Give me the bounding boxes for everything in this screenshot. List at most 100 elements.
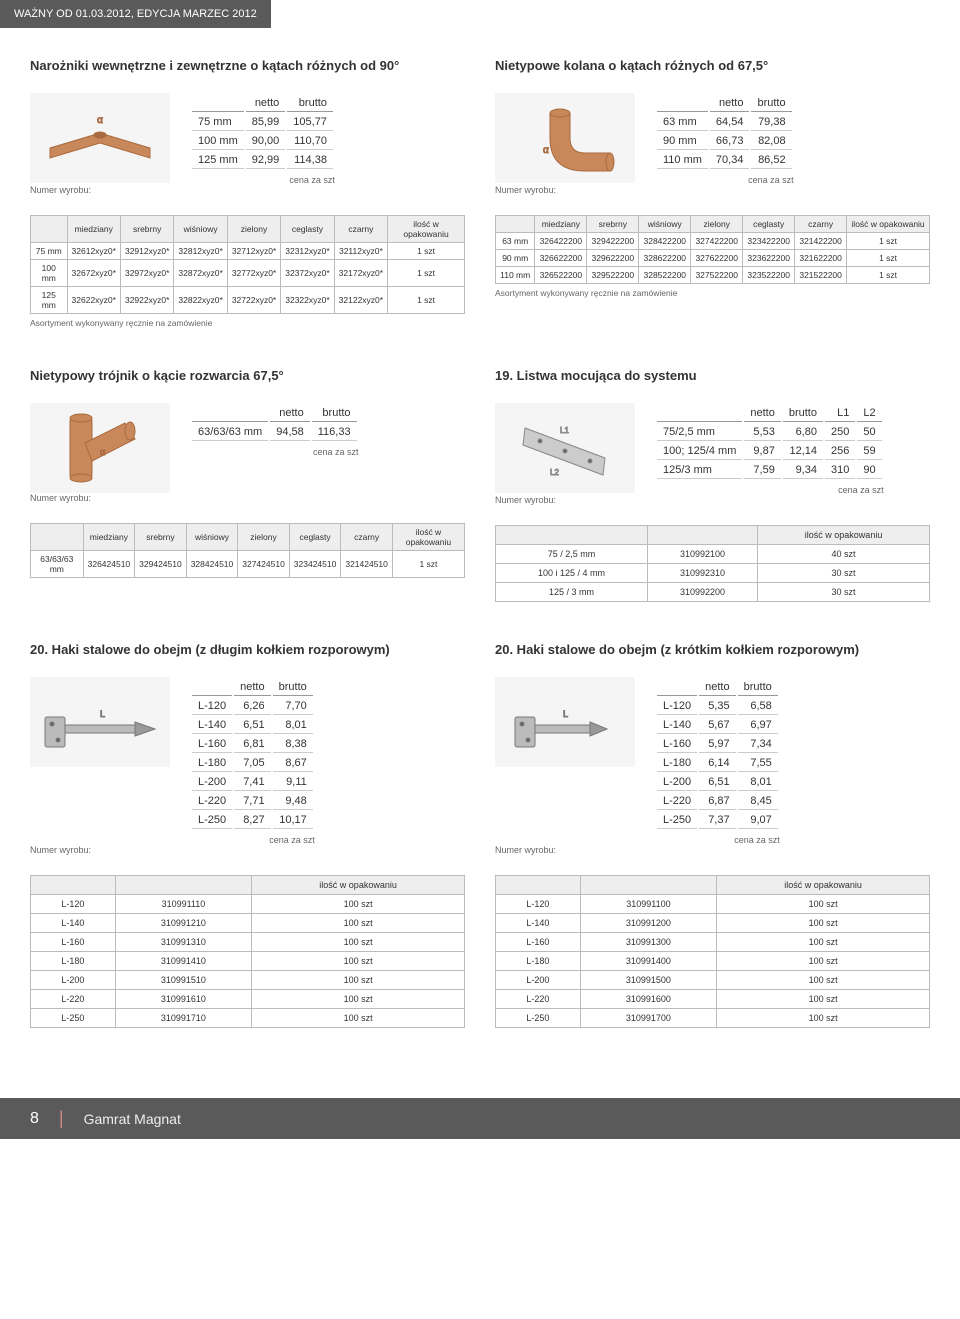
code-header: ilość w opakowaniu: [392, 524, 464, 551]
price-row: L-2206,878,45: [657, 793, 778, 810]
price-cell: 6,80: [783, 424, 823, 441]
price-cell: 59: [857, 443, 881, 460]
price-block: nettobrutto63/63/63 mm94,58116,33 cena z…: [190, 403, 359, 457]
price-cell: 116,33: [312, 424, 357, 441]
section-elbows: Nietypowe kolana o kątach różnych od 67,…: [495, 58, 930, 328]
code-cell: 326422200: [535, 233, 587, 250]
price-cell: 5,35: [699, 698, 735, 715]
simple-header: ilość w opakowaniu: [717, 876, 930, 895]
price-cell: 7,05: [234, 755, 270, 772]
price-cell: 9,07: [738, 812, 778, 829]
svg-text:L: L: [100, 709, 105, 719]
code-cell: 32772xyz0*: [227, 260, 280, 287]
section-title: Nietypowe kolana o kątach różnych od 67,…: [495, 58, 930, 73]
simple-row: L-220310991610100 szt: [31, 990, 465, 1009]
price-cell: 90 mm: [657, 133, 708, 150]
code-header: ceglasty: [281, 216, 334, 243]
price-header: [657, 679, 697, 696]
price-cell: 90,00: [246, 133, 286, 150]
simple-row: L-120310991100100 szt: [496, 895, 930, 914]
code-cell: 321522200: [795, 267, 847, 284]
price-header: netto: [234, 679, 270, 696]
price-cell: 9,48: [273, 793, 313, 810]
svg-text:L1: L1: [560, 426, 569, 435]
product-image-tee: α: [30, 403, 170, 493]
price-cell: 66,73: [710, 133, 750, 150]
price-cell: 8,38: [273, 736, 313, 753]
note: Asortyment wykonywany ręcznie na zamówie…: [495, 288, 930, 298]
simple-cell: 30 szt: [758, 564, 930, 583]
header-bar: WAŻNY OD 01.03.2012, EDYCJA MARZEC 2012: [0, 0, 271, 28]
simple-row: L-160310991310100 szt: [31, 933, 465, 952]
simple-cell: 310991500: [580, 971, 716, 990]
price-row: L-2207,719,48: [192, 793, 313, 810]
footer-title: Gamrat Magnat: [84, 1111, 181, 1127]
simple-header: [580, 876, 716, 895]
code-cell: 326424510: [83, 551, 135, 578]
simple-cell: 40 szt: [758, 545, 930, 564]
price-row: 75 mm85,99105,77: [192, 114, 333, 131]
simple-cell: 310991710: [115, 1009, 251, 1028]
simple-cell: 100 szt: [252, 971, 465, 990]
simple-cell: 100 i 125 / 4 mm: [496, 564, 648, 583]
price-table: nettobruttoL1L275/2,5 mm5,536,8025050100…: [655, 403, 884, 481]
svg-text:L: L: [563, 709, 568, 719]
svg-text:α: α: [97, 115, 103, 126]
code-cell: 326622200: [535, 250, 587, 267]
simple-cell: 100 szt: [717, 990, 930, 1009]
simple-cell: L-180: [496, 952, 581, 971]
code-cell: 321622200: [795, 250, 847, 267]
price-cell: 9,87: [744, 443, 780, 460]
simple-cell: 310991300: [580, 933, 716, 952]
simple-cell: L-160: [31, 933, 116, 952]
simple-row: 100 i 125 / 4 mm31099231030 szt: [496, 564, 930, 583]
simple-row: L-200310991500100 szt: [496, 971, 930, 990]
price-cell: 7,55: [738, 755, 778, 772]
code-cell: 75 mm: [31, 243, 68, 260]
code-label: Numer wyrobu:: [30, 185, 465, 195]
simple-cell: L-160: [496, 933, 581, 952]
price-cell: 86,52: [751, 152, 791, 169]
simple-header: ilość w opakowaniu: [252, 876, 465, 895]
code-cell: 1 szt: [388, 243, 465, 260]
code-row: 125 mm32622xyz0*32922xyz0*32822xyz0*3272…: [31, 287, 465, 314]
price-table: nettobrutto63 mm64,5479,3890 mm66,7382,0…: [655, 93, 794, 171]
price-cell: 7,41: [234, 774, 270, 791]
code-cell: 32712xyz0*: [227, 243, 280, 260]
simple-header: [647, 526, 757, 545]
price-cell: 7,71: [234, 793, 270, 810]
price-cell: 8,01: [738, 774, 778, 791]
code-cell: 32672xyz0*: [67, 260, 120, 287]
price-cell: 70,34: [710, 152, 750, 169]
simple-cell: 310991400: [580, 952, 716, 971]
price-cell: L-250: [657, 812, 697, 829]
price-block: nettobruttoL1L275/2,5 mm5,536,8025050100…: [655, 403, 884, 495]
price-cell: 110,70: [287, 133, 333, 150]
simple-row: L-140310991210100 szt: [31, 914, 465, 933]
simple-cell: 100 szt: [717, 914, 930, 933]
code-row: 75 mm32612xyz0*32912xyz0*32812xyz0*32712…: [31, 243, 465, 260]
footer: 8 | Gamrat Magnat: [0, 1098, 960, 1139]
product-image-hook-long: L: [30, 677, 170, 767]
simple-cell: L-120: [31, 895, 116, 914]
price-cell: 90: [857, 462, 881, 479]
simple-row: L-180310991410100 szt: [31, 952, 465, 971]
product-image-elbow: α: [495, 93, 635, 183]
section-hook-long: 20. Haki stalowe do obejm (z długim kołk…: [30, 642, 465, 1028]
code-header: miedziany: [67, 216, 120, 243]
simple-cell: L-250: [31, 1009, 116, 1028]
price-header: L2: [857, 405, 881, 422]
price-table: nettobruttoL-1206,267,70L-1406,518,01L-1…: [190, 677, 315, 831]
code-cell: 32622xyz0*: [67, 287, 120, 314]
price-row: L-1405,676,97: [657, 717, 778, 734]
section-title: 20. Haki stalowe do obejm (z długim kołk…: [30, 642, 465, 657]
price-cell: 75/2,5 mm: [657, 424, 742, 441]
price-row: 63 mm64,5479,38: [657, 114, 792, 131]
price-row: L-1606,818,38: [192, 736, 313, 753]
code-header: zielony: [227, 216, 280, 243]
section-tee: Nietypowy trójnik o kącie rozwarcia 67,5…: [30, 368, 465, 602]
code-cell: 32122xyz0*: [334, 287, 387, 314]
simple-row: L-200310991510100 szt: [31, 971, 465, 990]
price-cell: 63 mm: [657, 114, 708, 131]
code-cell: 100 mm: [31, 260, 68, 287]
